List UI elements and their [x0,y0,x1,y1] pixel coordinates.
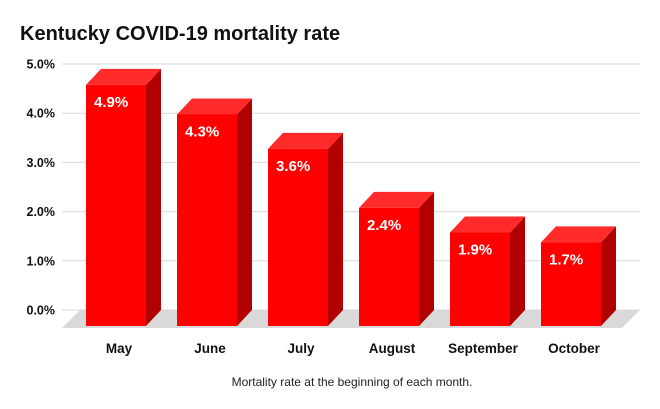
chart-title: Kentucky COVID-19 mortality rate [20,23,340,45]
bars [86,68,616,327]
bar-front [359,207,419,326]
bar-top [541,226,616,243]
bar-top [359,191,434,208]
bar [177,98,252,326]
bar-front [86,84,146,326]
y-tick-label: 5.0% [27,58,56,72]
bar-side [237,98,252,326]
bar-side [419,191,434,326]
y-tick-label: 3.0% [27,156,56,170]
bar [541,226,616,326]
bar [268,132,343,326]
x-tick-label: October [548,341,601,356]
bar-front [450,232,510,326]
bar-side [146,68,161,327]
y-tick-label: 2.0% [27,205,56,219]
y-tick-label: 1.0% [27,254,56,268]
bar-top [268,132,343,149]
x-tick-label: June [194,341,226,356]
data-label: 4.9% [94,94,128,111]
bar-side [510,216,525,326]
bar [450,216,525,326]
data-labels: 4.9% 4.3% 3.6% 2.4% 1.9% 1.7% [94,94,583,268]
bar-side [601,226,616,326]
bar [86,68,161,327]
bar-front [268,148,328,326]
x-tick-label: May [106,341,133,356]
x-axis: May June July August September October [106,341,601,356]
x-tick-label: July [287,341,315,356]
bar-front [541,242,601,326]
bar-front [177,114,237,326]
data-label: 2.4% [367,217,401,234]
bar-top [450,216,525,233]
y-tick-label: 0.0% [27,304,56,318]
x-tick-label: September [448,341,519,356]
data-label: 4.3% [185,123,219,140]
data-label: 1.9% [458,242,492,259]
bar-top [177,98,252,115]
y-tick-label: 4.0% [27,107,56,121]
bar-side [328,132,343,326]
data-label: 1.7% [549,251,583,268]
data-label: 3.6% [276,158,310,175]
bar-top [86,68,161,85]
x-axis-title: Mortality rate at the beginning of each … [232,375,473,389]
bar [359,191,434,326]
y-axis: 0.0% 1.0% 2.0% 3.0% 4.0% 5.0% [27,58,56,318]
x-tick-label: August [369,341,416,356]
